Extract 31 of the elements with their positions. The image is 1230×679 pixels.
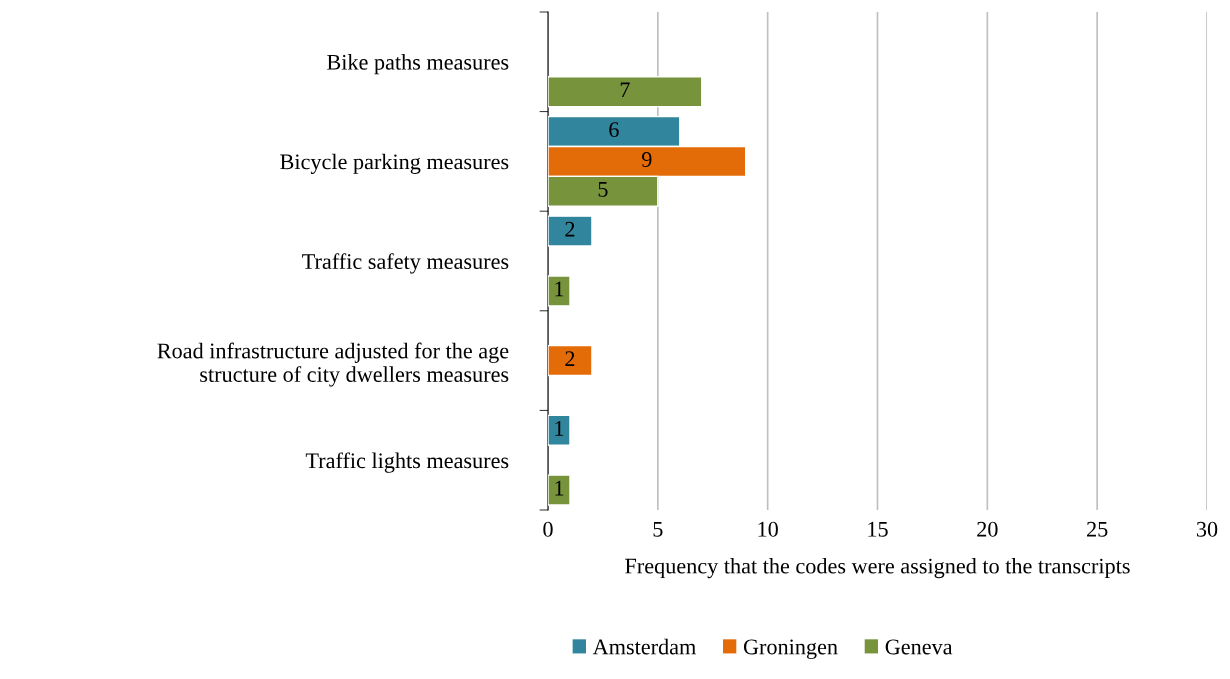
data-label: 1	[555, 420, 564, 436]
bar	[548, 275, 571, 307]
bar	[548, 344, 593, 377]
legend-label: Geneva	[885, 639, 953, 655]
bar	[548, 474, 571, 506]
legend-label: Amsterdam	[592, 638, 696, 655]
data-label: 1	[555, 480, 564, 496]
bar	[548, 215, 593, 247]
x-tick-label: 25	[1087, 521, 1108, 537]
x-tick-label: 5	[653, 521, 663, 537]
x-tick-label: 0	[543, 521, 553, 537]
data-label: 7	[620, 82, 630, 98]
legend-label: Groningen	[743, 639, 838, 659]
y-tick-label: Traffic lights measures	[305, 452, 509, 473]
data-label: 1	[555, 281, 564, 297]
data-label: 2	[565, 221, 575, 237]
x-tick-label: 30	[1196, 521, 1218, 537]
bar	[548, 76, 703, 108]
bar	[548, 414, 571, 446]
data-label: 2	[565, 351, 575, 366]
x-tick-label: 10	[758, 521, 778, 537]
y-tick-label: Road infrastructure adjusted for the age structure of city dwellers measures	[157, 342, 509, 387]
y-tick-label: Bicycle parking measures	[280, 153, 509, 174]
data-label: 6	[609, 122, 619, 138]
x-tick-label: 20	[977, 521, 998, 537]
x-axis-title: Frequency that the codes were assigned to the transcripts	[625, 557, 1130, 579]
x-tick-label: 15	[868, 521, 888, 537]
y-tick-label: Traffic safety measures	[302, 253, 509, 274]
data-label: 5	[598, 182, 608, 197]
data-label: 9	[642, 152, 652, 167]
y-tick-label: Bike paths measures	[327, 54, 509, 75]
